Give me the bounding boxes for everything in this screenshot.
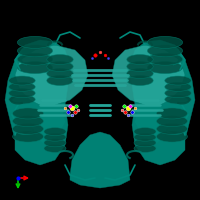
Ellipse shape <box>47 54 73 64</box>
Polygon shape <box>18 58 58 93</box>
Ellipse shape <box>44 144 66 152</box>
Ellipse shape <box>147 53 183 65</box>
Ellipse shape <box>9 89 35 98</box>
Ellipse shape <box>47 62 73 72</box>
Ellipse shape <box>157 131 187 142</box>
Ellipse shape <box>134 139 156 147</box>
Ellipse shape <box>165 76 191 85</box>
Ellipse shape <box>47 68 73 78</box>
Ellipse shape <box>13 131 43 142</box>
Ellipse shape <box>44 139 66 147</box>
Ellipse shape <box>157 108 187 119</box>
Ellipse shape <box>44 133 66 141</box>
Polygon shape <box>112 45 185 105</box>
Ellipse shape <box>134 144 156 152</box>
Polygon shape <box>30 102 65 145</box>
Ellipse shape <box>165 89 191 98</box>
Ellipse shape <box>165 95 191 104</box>
Ellipse shape <box>147 36 183 48</box>
Polygon shape <box>142 58 182 93</box>
Ellipse shape <box>127 68 153 78</box>
Ellipse shape <box>134 128 156 136</box>
Ellipse shape <box>13 123 43 134</box>
Ellipse shape <box>157 116 187 127</box>
Ellipse shape <box>9 82 35 91</box>
Ellipse shape <box>17 45 53 57</box>
Ellipse shape <box>13 116 43 127</box>
Ellipse shape <box>47 75 73 86</box>
Ellipse shape <box>17 62 53 74</box>
Ellipse shape <box>147 62 183 74</box>
Polygon shape <box>15 45 88 105</box>
Ellipse shape <box>127 75 153 86</box>
Ellipse shape <box>17 53 53 65</box>
Polygon shape <box>70 132 130 188</box>
Polygon shape <box>5 40 70 165</box>
Polygon shape <box>135 102 170 145</box>
Ellipse shape <box>127 62 153 72</box>
Polygon shape <box>130 40 195 165</box>
Ellipse shape <box>17 36 53 48</box>
Ellipse shape <box>13 108 43 119</box>
Ellipse shape <box>165 82 191 91</box>
Ellipse shape <box>9 95 35 104</box>
Ellipse shape <box>147 45 183 57</box>
Ellipse shape <box>134 133 156 141</box>
Ellipse shape <box>44 128 66 136</box>
Ellipse shape <box>9 76 35 85</box>
Ellipse shape <box>127 54 153 64</box>
Ellipse shape <box>157 123 187 134</box>
